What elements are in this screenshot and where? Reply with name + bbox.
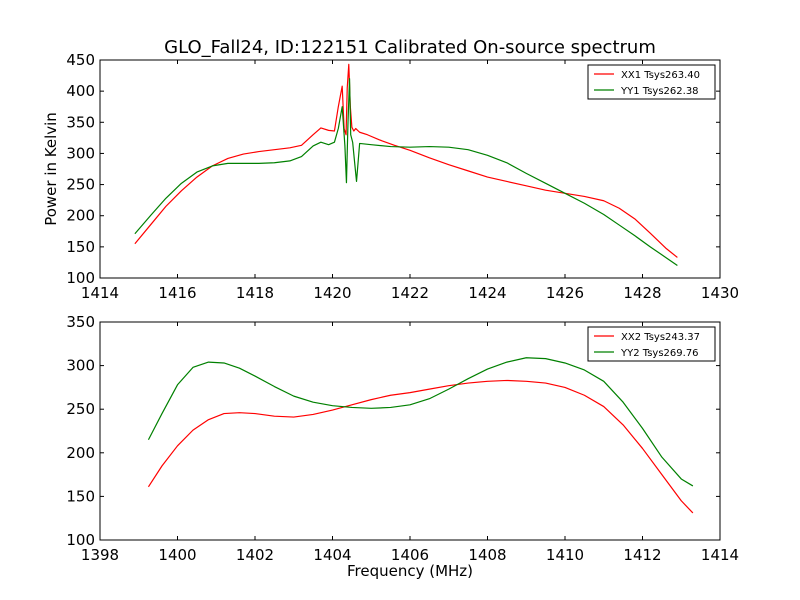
bottom-x-tick-label: 1404	[313, 546, 351, 564]
top-y-tick-label: 150	[66, 238, 95, 256]
bottom-series-line-0	[147, 379, 694, 514]
bottom-x-tick-label: 1400	[158, 546, 196, 564]
bottom-plot-y-ticks: 100 150 200 250 300 350	[66, 313, 720, 549]
figure-title: GLO_Fall24, ID:122151 Calibrated On-sour…	[164, 37, 656, 58]
top-y-tick-label: 100	[66, 269, 95, 287]
y-axis-label: Power in Kelvin	[42, 112, 60, 226]
bottom-x-tick-label: 1406	[391, 546, 429, 564]
x-axis-label: Frequency (MHz)	[347, 562, 473, 580]
top-x-tick-label: 1430	[701, 284, 739, 302]
top-x-tick-label: 1414	[81, 284, 119, 302]
top-plot-x-ticks: 1414 1416 1418 1420 1422 1424 1426 1428 1430	[81, 60, 739, 302]
top-y-tick-label: 350	[66, 113, 95, 131]
bottom-y-tick-label: 250	[66, 400, 95, 418]
bottom-series-line-1	[147, 357, 694, 487]
bottom-y-tick-label: 150	[66, 487, 95, 505]
top-x-tick-label: 1416	[158, 284, 196, 302]
top-plot-y-ticks: 100 150 200 250 300 350 400 450	[66, 51, 720, 287]
bottom-x-tick-label: 1414	[701, 546, 739, 564]
bottom-plot-x-ticks: 1398 1400 1402 1404 1406 1408 1410 1412 1414	[81, 322, 739, 564]
top-y-tick-label: 450	[66, 51, 95, 69]
bottom-legend-label-xx2: XX2 Tsys243.37	[621, 332, 700, 343]
top-legend-label-xx1: XX1 Tsys263.40	[621, 70, 700, 81]
top-y-tick-label: 250	[66, 176, 95, 194]
bottom-x-tick-label: 1398	[81, 546, 119, 564]
top-y-tick-label: 200	[66, 207, 95, 225]
top-series-line-1	[134, 78, 678, 267]
top-y-tick-label: 400	[66, 82, 95, 100]
bottom-y-tick-label: 200	[66, 444, 95, 462]
top-x-tick-label: 1424	[468, 284, 506, 302]
bottom-plot-legend: XX2 Tsys243.37 YY2 Tsys269.76	[587, 326, 716, 362]
bottom-y-tick-label: 300	[66, 357, 95, 375]
bottom-y-tick-label: 350	[66, 313, 95, 331]
top-plot-panel: 1414 1416 1418 1420 1422 1424 1426 1428 1430 100…	[66, 51, 739, 302]
bottom-x-tick-label: 1402	[236, 546, 274, 564]
top-x-tick-label: 1418	[236, 284, 274, 302]
top-legend-label-yy1: YY1 Tsys262.38	[620, 86, 699, 97]
bottom-x-tick-label: 1412	[623, 546, 661, 564]
top-plot-legend: XX1 Tsys263.40 YY1 Tsys262.38	[587, 64, 716, 100]
top-y-tick-label: 300	[66, 144, 95, 162]
top-x-tick-label: 1428	[623, 284, 661, 302]
top-plot-series-lines	[134, 63, 678, 267]
top-series-line-0	[134, 63, 678, 258]
bottom-legend-label-yy2: YY2 Tsys269.76	[620, 348, 699, 359]
bottom-legend-box	[587, 326, 716, 362]
bottom-plot-panel: 1398 1400 1402 1404 1406 1408 1410 1412 1414 100…	[66, 313, 739, 564]
bottom-x-tick-label: 1410	[546, 546, 584, 564]
top-x-tick-label: 1426	[546, 284, 584, 302]
top-x-tick-label: 1422	[391, 284, 429, 302]
top-legend-box	[587, 64, 716, 100]
bottom-plot-series-lines	[147, 357, 694, 514]
bottom-y-tick-label: 100	[66, 531, 95, 549]
top-x-tick-label: 1420	[313, 284, 351, 302]
bottom-x-tick-label: 1408	[468, 546, 506, 564]
